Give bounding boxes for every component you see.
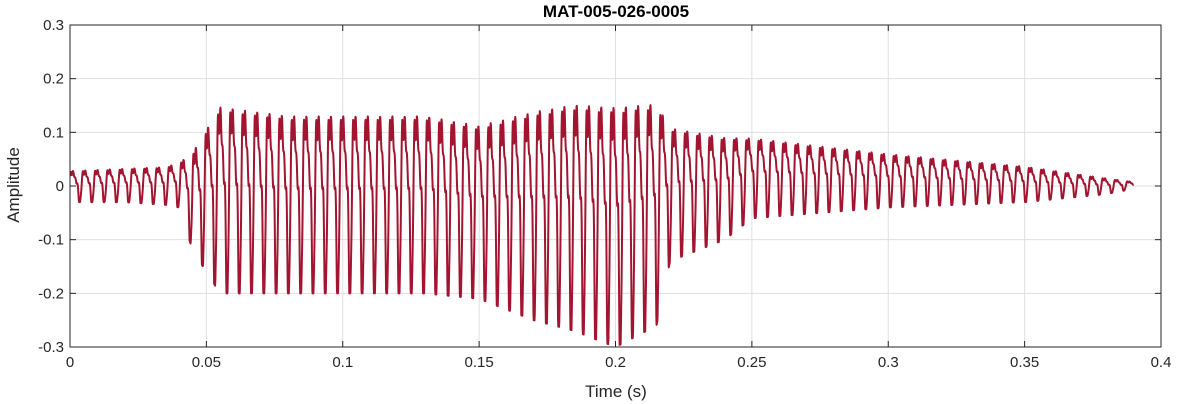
x-tick-label: 0.25 <box>737 354 766 371</box>
x-tick-label: 0.4 <box>1151 354 1172 371</box>
chart-title: MAT-005-026-0005 <box>543 2 689 21</box>
axis-ticks <box>69 24 1162 348</box>
x-tick-label: 0.35 <box>1010 354 1039 371</box>
y-axis-label: Amplitude <box>4 147 23 223</box>
x-tick-label: 0.3 <box>878 354 899 371</box>
x-tick-label: 0.15 <box>465 354 494 371</box>
y-tick-label: 0 <box>56 178 64 195</box>
x-tick-label: 0 <box>66 354 74 371</box>
y-tick-label: 0.3 <box>43 17 64 34</box>
y-tick-label: -0.2 <box>38 285 64 302</box>
x-tick-labels: 0 0.05 0.1 0.15 0.2 0.25 0.3 0.35 0.4 <box>66 354 1172 371</box>
x-tick-label: 0.2 <box>605 354 626 371</box>
x-tick-label: 0.05 <box>192 354 221 371</box>
y-tick-label: 0.1 <box>43 124 64 141</box>
x-axis-label: Time (s) <box>585 382 647 401</box>
y-tick-label: 0.2 <box>43 71 64 88</box>
y-tick-label: -0.3 <box>38 339 64 356</box>
x-tick-label: 0.1 <box>332 354 353 371</box>
y-tick-label: -0.1 <box>38 232 64 249</box>
grid-lines <box>70 25 1161 347</box>
series-line <box>70 104 1135 346</box>
y-tick-labels: -0.3 -0.2 -0.1 0 0.1 0.2 0.3 <box>38 17 64 356</box>
plot-area <box>70 104 1135 346</box>
